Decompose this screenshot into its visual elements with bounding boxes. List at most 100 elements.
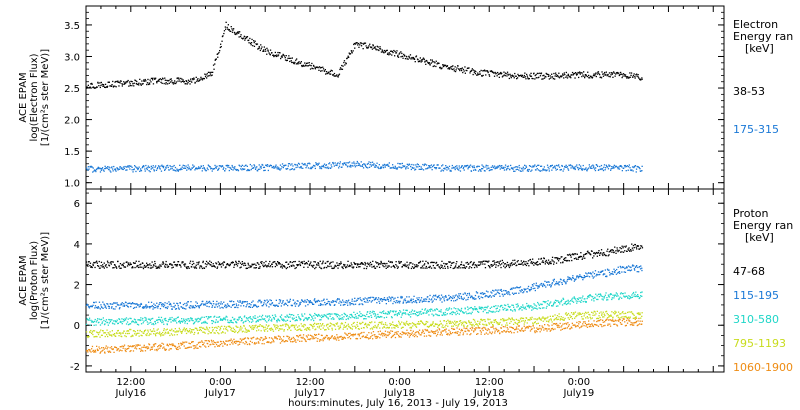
data-point bbox=[88, 319, 90, 321]
data-point bbox=[250, 321, 253, 323]
data-point bbox=[160, 79, 163, 81]
data-point bbox=[580, 168, 583, 171]
data-point bbox=[87, 265, 89, 267]
data-point bbox=[134, 331, 136, 333]
data-point bbox=[148, 306, 150, 308]
data-point bbox=[436, 264, 438, 267]
data-point bbox=[313, 319, 315, 322]
data-point bbox=[230, 30, 232, 32]
data-point bbox=[296, 300, 298, 302]
data-point bbox=[186, 329, 188, 332]
data-point bbox=[266, 316, 268, 318]
data-point bbox=[544, 75, 546, 78]
data-point bbox=[403, 312, 405, 315]
data-point bbox=[131, 335, 133, 337]
data-point bbox=[119, 166, 122, 168]
data-point bbox=[466, 313, 468, 315]
data-point bbox=[140, 83, 142, 85]
data-point bbox=[305, 62, 308, 64]
data-point bbox=[162, 303, 164, 305]
data-point bbox=[507, 264, 509, 266]
data-point bbox=[277, 166, 279, 168]
data-point bbox=[634, 269, 636, 271]
data-point bbox=[274, 261, 276, 263]
data-point bbox=[382, 262, 384, 265]
data-point bbox=[238, 36, 240, 38]
data-point bbox=[252, 167, 254, 169]
data-point bbox=[271, 52, 273, 54]
data-point bbox=[111, 166, 113, 168]
data-point bbox=[152, 308, 154, 310]
data-point bbox=[365, 318, 367, 320]
data-point bbox=[342, 267, 344, 270]
data-point bbox=[335, 314, 337, 316]
data-point bbox=[180, 331, 182, 333]
data-point bbox=[400, 163, 402, 165]
data-point bbox=[279, 169, 281, 171]
data-point bbox=[217, 53, 219, 55]
data-point bbox=[576, 302, 578, 304]
data-point bbox=[144, 319, 147, 321]
data-point bbox=[107, 335, 109, 338]
data-point bbox=[249, 303, 251, 305]
data-point bbox=[498, 289, 500, 291]
data-point bbox=[118, 318, 121, 321]
data-point bbox=[112, 267, 114, 269]
data-point bbox=[443, 313, 445, 315]
data-point bbox=[386, 297, 389, 299]
data-point bbox=[228, 164, 230, 167]
data-point bbox=[136, 166, 138, 169]
data-point bbox=[156, 302, 158, 304]
data-point bbox=[342, 164, 344, 166]
data-point bbox=[540, 165, 543, 167]
data-point bbox=[625, 76, 627, 78]
data-point bbox=[386, 164, 388, 166]
data-point bbox=[275, 262, 277, 265]
data-point bbox=[362, 164, 364, 166]
data-point bbox=[244, 315, 246, 317]
data-point bbox=[412, 58, 414, 60]
series-795-1193 bbox=[85, 310, 643, 339]
data-point bbox=[443, 298, 445, 300]
data-point bbox=[485, 306, 487, 308]
data-point bbox=[582, 301, 584, 303]
data-point bbox=[435, 167, 438, 169]
data-point bbox=[330, 164, 332, 166]
data-point bbox=[472, 298, 474, 300]
data-point bbox=[512, 75, 514, 77]
data-point bbox=[490, 166, 492, 168]
data-point bbox=[93, 336, 95, 338]
data-point bbox=[329, 162, 331, 164]
data-point bbox=[89, 331, 91, 334]
data-point bbox=[490, 296, 492, 298]
data-point bbox=[210, 302, 212, 304]
data-point bbox=[236, 265, 239, 267]
data-point bbox=[510, 77, 512, 79]
data-point bbox=[357, 297, 359, 300]
data-point bbox=[381, 316, 383, 318]
data-point bbox=[259, 168, 261, 170]
data-point bbox=[487, 291, 489, 293]
data-point bbox=[135, 80, 137, 82]
data-point bbox=[326, 298, 328, 300]
data-point bbox=[568, 276, 570, 279]
data-point bbox=[543, 74, 545, 76]
data-point bbox=[602, 169, 605, 172]
data-point bbox=[314, 67, 316, 69]
data-point bbox=[571, 277, 574, 279]
data-point bbox=[112, 168, 114, 170]
data-point bbox=[624, 267, 626, 270]
data-point bbox=[593, 165, 595, 167]
data-point bbox=[313, 315, 315, 317]
data-point bbox=[133, 168, 135, 170]
data-point bbox=[380, 261, 382, 264]
data-point bbox=[546, 261, 548, 263]
data-point bbox=[248, 39, 250, 41]
data-point bbox=[161, 321, 163, 324]
data-point bbox=[498, 76, 500, 78]
data-point bbox=[387, 265, 389, 267]
data-point bbox=[166, 79, 168, 82]
data-point bbox=[110, 167, 112, 169]
data-point bbox=[163, 328, 165, 330]
